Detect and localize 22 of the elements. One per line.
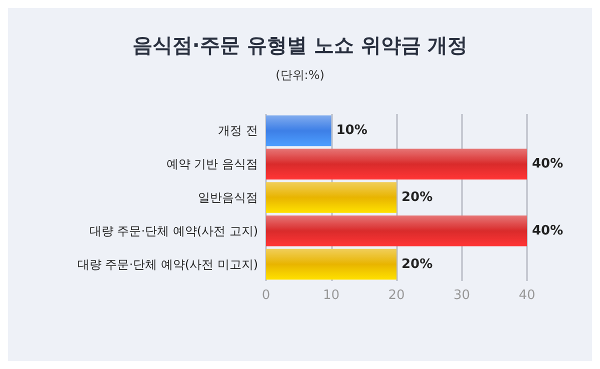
bar xyxy=(266,115,332,146)
y-tick-label: 대량 주문·단체 예약(사전 미고지) xyxy=(77,257,258,272)
x-tick-label: 30 xyxy=(453,288,470,303)
data-label: 20% xyxy=(402,256,433,272)
data-label: 20% xyxy=(402,190,433,205)
data-label: 10% xyxy=(336,123,368,138)
bar xyxy=(266,216,527,246)
bar xyxy=(266,182,396,213)
y-tick-label: 일반음식점 xyxy=(198,190,258,204)
data-label: 40% xyxy=(532,156,564,172)
y-tick-label: 대량 주문·단체 예약(사전 고지) xyxy=(89,224,258,238)
x-tick-label: 10 xyxy=(322,288,340,303)
x-tick-label: 0 xyxy=(262,288,270,303)
x-tick-label: 40 xyxy=(518,288,536,303)
chart-title: 음식점·주문 유형별 노쇼 위약금 개정 xyxy=(132,33,468,57)
y-tick-label: 예약 기반 음식점 xyxy=(166,157,258,172)
x-tick-label: 20 xyxy=(388,288,405,303)
bar xyxy=(266,248,396,280)
y-tick-label: 개정 전 xyxy=(218,124,258,138)
data-label: 40% xyxy=(532,223,564,238)
bar xyxy=(266,148,527,180)
chart-subtitle: (단위:%) xyxy=(276,68,324,82)
